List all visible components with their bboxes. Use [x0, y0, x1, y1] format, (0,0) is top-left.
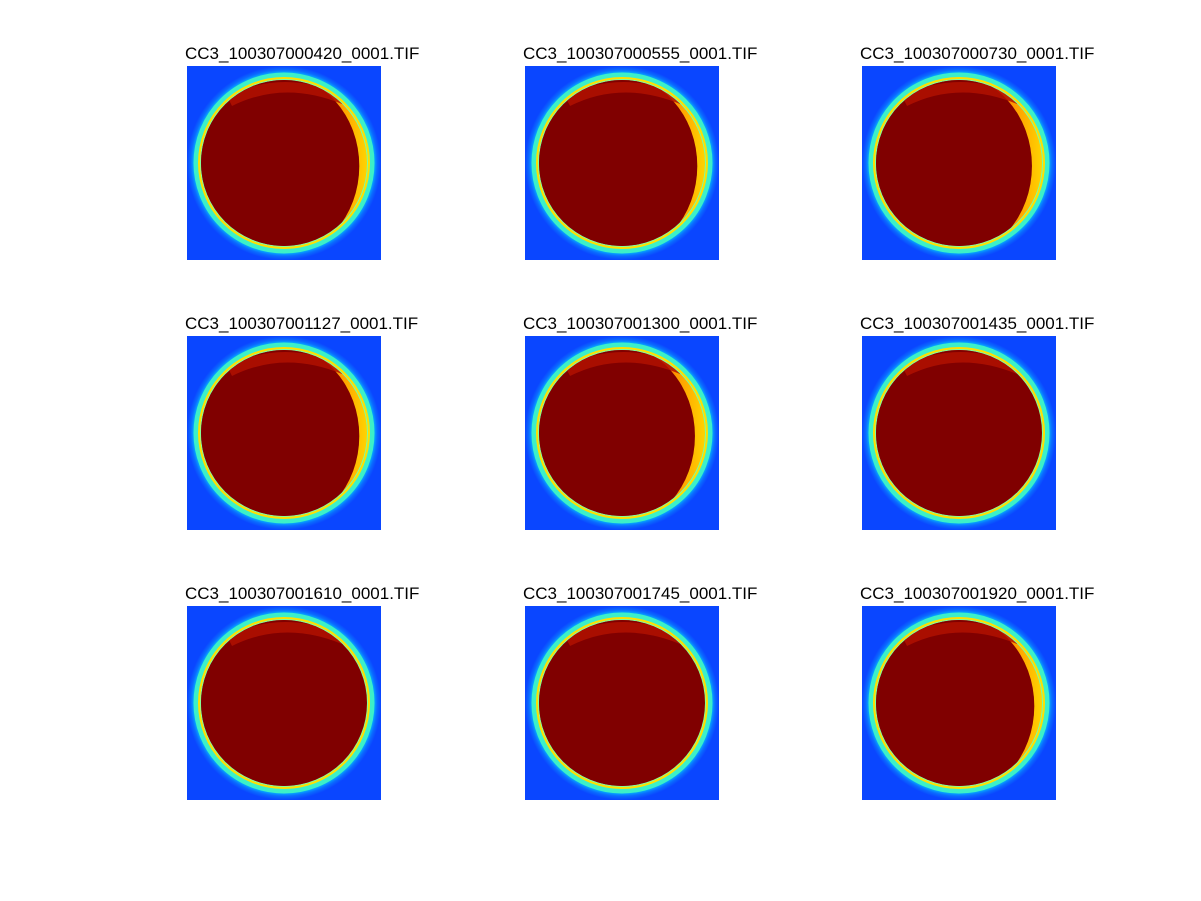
- image-panel-1: CC3_100307000420_0001.TIF: [185, 44, 419, 276]
- horizon-ring-inner: [873, 617, 1045, 789]
- horizon-ring-inner: [536, 617, 708, 789]
- horizon-ring: [531, 612, 713, 794]
- panel-title: CC3_100307001127_0001.TIF: [185, 314, 419, 333]
- panel-title: CC3_100307001300_0001.TIF: [523, 314, 758, 333]
- rim-band: [565, 82, 685, 106]
- shadow-region: [876, 80, 1032, 246]
- horizon-ring-inner: [198, 77, 370, 249]
- sky-image: [187, 336, 381, 530]
- panel-title: CC3_100307001745_0001.TIF: [523, 584, 758, 603]
- shadow-region: [201, 620, 367, 786]
- sky-disc: [876, 350, 1042, 516]
- shadow-region: [201, 350, 360, 516]
- horizon-ring-inner: [198, 347, 370, 519]
- rim-band: [902, 352, 1022, 376]
- horizon-ring: [531, 342, 713, 524]
- rim-band: [902, 622, 1022, 646]
- panel-title: CC3_100307001610_0001.TIF: [185, 584, 420, 603]
- horizon-ring-inner: [873, 347, 1045, 519]
- horizon-ring: [868, 72, 1050, 254]
- sky-disc: [201, 80, 367, 246]
- horizon-ring: [868, 342, 1050, 524]
- shadow-region: [539, 80, 698, 246]
- sky-image: [862, 606, 1056, 800]
- sky-disc: [201, 620, 367, 786]
- rim-band: [227, 82, 347, 106]
- panel-title: CC3_100307001435_0001.TIF: [860, 314, 1095, 333]
- image-panel-9: CC3_100307001920_0001.TIF: [860, 584, 1094, 816]
- image-panel-2: CC3_100307000555_0001.TIF: [523, 44, 757, 276]
- image-panel-5: CC3_100307001300_0001.TIF: [523, 314, 757, 546]
- image-panel-6: CC3_100307001435_0001.TIF: [860, 314, 1094, 546]
- sky-disc: [876, 80, 1042, 246]
- horizon-ring: [868, 612, 1050, 794]
- horizon-ring-inner: [198, 617, 370, 789]
- panel-title: CC3_100307000730_0001.TIF: [860, 44, 1095, 63]
- sky-disc: [539, 620, 705, 786]
- panel-title: CC3_100307000555_0001.TIF: [523, 44, 758, 63]
- horizon-ring-inner: [873, 77, 1045, 249]
- shadow-region: [876, 620, 1035, 786]
- horizon-ring: [531, 72, 713, 254]
- rim-band: [227, 352, 347, 376]
- image-panel-7: CC3_100307001610_0001.TIF: [185, 584, 419, 816]
- panel-title: CC3_100307001920_0001.TIF: [860, 584, 1095, 603]
- sky-image: [187, 66, 381, 260]
- horizon-ring-inner: [536, 347, 708, 519]
- sky-disc: [539, 350, 705, 516]
- shadow-region: [876, 350, 1042, 516]
- image-panel-4: CC3_100307001127_0001.TIF: [185, 314, 418, 546]
- sky-disc: [539, 80, 705, 246]
- horizon-ring: [193, 342, 375, 524]
- rim-band: [227, 622, 347, 646]
- sky-image: [862, 66, 1056, 260]
- sky-disc: [201, 350, 367, 516]
- rim-band: [902, 82, 1022, 106]
- sky-image: [525, 66, 719, 260]
- rim-band: [565, 352, 685, 376]
- sky-image: [862, 336, 1056, 530]
- sky-image: [525, 336, 719, 530]
- sky-image: [187, 606, 381, 800]
- horizon-ring: [193, 72, 375, 254]
- shadow-region: [201, 80, 360, 246]
- image-panel-8: CC3_100307001745_0001.TIF: [523, 584, 757, 816]
- rim-band: [565, 622, 685, 646]
- shadow-region: [539, 620, 705, 786]
- panel-title: CC3_100307000420_0001.TIF: [185, 44, 420, 63]
- horizon-ring: [193, 612, 375, 794]
- image-panel-3: CC3_100307000730_0001.TIF: [860, 44, 1094, 276]
- sky-disc: [876, 620, 1042, 786]
- sky-image: [525, 606, 719, 800]
- shadow-region: [539, 350, 695, 516]
- horizon-ring-inner: [536, 77, 708, 249]
